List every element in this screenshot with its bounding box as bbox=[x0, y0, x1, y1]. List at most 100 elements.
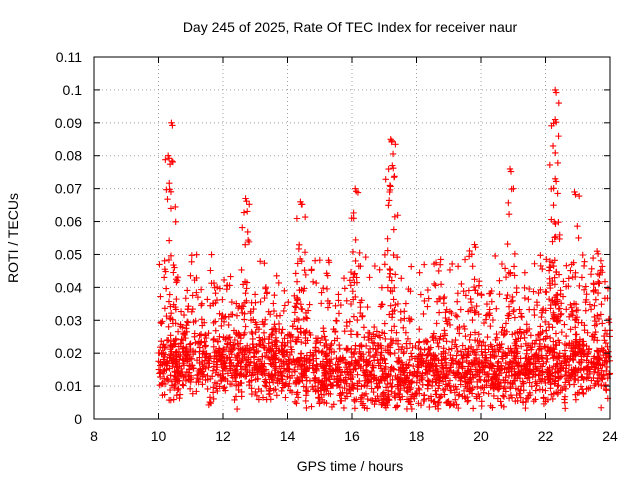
data-point bbox=[320, 285, 327, 292]
data-point bbox=[483, 300, 491, 308]
x-tick-label: 16 bbox=[344, 428, 360, 444]
data-point bbox=[375, 332, 383, 339]
data-point bbox=[186, 385, 194, 393]
data-point bbox=[194, 340, 202, 348]
x-tick-label: 20 bbox=[473, 428, 489, 444]
y-tick-label: 0.04 bbox=[55, 279, 82, 295]
data-point bbox=[394, 391, 402, 398]
data-point bbox=[239, 224, 246, 231]
data-point bbox=[502, 320, 510, 327]
data-point bbox=[234, 340, 241, 347]
data-point bbox=[243, 197, 250, 205]
data-point bbox=[556, 235, 563, 243]
data-point bbox=[382, 335, 389, 343]
data-point bbox=[201, 338, 208, 345]
data-point bbox=[371, 333, 379, 340]
data-point bbox=[191, 333, 198, 341]
data-point bbox=[435, 309, 443, 316]
data-point bbox=[464, 350, 471, 358]
data-point bbox=[436, 375, 443, 382]
data-point bbox=[480, 389, 487, 396]
data-point bbox=[247, 308, 254, 315]
data-point bbox=[426, 403, 433, 411]
data-point bbox=[551, 234, 558, 241]
data-point bbox=[489, 404, 496, 411]
data-point bbox=[294, 295, 301, 303]
y-tick-label: 0.09 bbox=[55, 115, 82, 131]
data-point bbox=[293, 336, 301, 343]
data-point bbox=[335, 297, 342, 304]
data-point bbox=[184, 287, 191, 294]
data-point bbox=[441, 327, 448, 334]
data-point bbox=[347, 361, 354, 368]
data-point bbox=[555, 382, 562, 389]
data-point bbox=[267, 360, 274, 367]
data-point bbox=[298, 350, 305, 357]
data-point bbox=[492, 252, 499, 260]
data-point bbox=[260, 342, 268, 350]
data-point bbox=[300, 383, 308, 390]
data-point bbox=[585, 374, 592, 381]
data-point bbox=[236, 331, 243, 338]
data-point bbox=[393, 329, 400, 336]
data-point bbox=[173, 295, 180, 303]
data-point bbox=[335, 310, 343, 317]
data-point bbox=[510, 308, 517, 315]
data-point bbox=[398, 343, 406, 351]
data-point bbox=[238, 266, 245, 274]
data-point bbox=[380, 355, 388, 362]
data-point bbox=[166, 160, 174, 168]
data-point bbox=[207, 267, 214, 274]
data-point bbox=[386, 273, 393, 281]
data-point bbox=[511, 314, 519, 321]
data-point bbox=[177, 321, 184, 328]
data-point bbox=[362, 362, 370, 369]
data-point bbox=[587, 306, 595, 313]
data-point bbox=[551, 298, 558, 306]
data-point bbox=[480, 319, 488, 327]
data-point bbox=[553, 268, 560, 276]
data-point bbox=[460, 323, 468, 330]
data-point bbox=[186, 341, 194, 348]
data-point bbox=[155, 349, 162, 357]
data-point bbox=[556, 305, 563, 312]
data-point bbox=[550, 338, 557, 345]
data-point bbox=[523, 395, 530, 402]
data-point bbox=[270, 300, 277, 307]
data-point bbox=[384, 247, 391, 254]
data-point bbox=[202, 351, 209, 358]
data-point bbox=[279, 326, 286, 333]
data-point bbox=[175, 385, 182, 392]
data-point bbox=[255, 385, 262, 393]
data-point bbox=[271, 321, 278, 328]
data-point bbox=[514, 397, 521, 404]
data-point bbox=[551, 380, 558, 387]
data-point bbox=[334, 335, 341, 342]
data-point bbox=[251, 291, 259, 298]
data-point bbox=[442, 381, 450, 388]
data-point bbox=[318, 300, 325, 307]
data-point bbox=[392, 271, 399, 278]
data-point bbox=[484, 311, 492, 318]
data-point bbox=[519, 399, 527, 406]
data-point bbox=[503, 352, 511, 359]
data-point bbox=[404, 388, 411, 396]
data-point bbox=[367, 376, 375, 383]
data-point bbox=[393, 403, 401, 410]
data-point bbox=[395, 357, 403, 365]
data-point bbox=[352, 365, 360, 372]
data-point bbox=[457, 375, 465, 382]
data-point bbox=[443, 399, 450, 406]
y-tick-label: 0 bbox=[74, 411, 82, 427]
data-point bbox=[571, 273, 579, 281]
data-point bbox=[434, 401, 442, 409]
data-point bbox=[327, 370, 334, 377]
data-point bbox=[435, 382, 443, 389]
data-point bbox=[226, 341, 234, 348]
data-point bbox=[415, 385, 422, 392]
data-point bbox=[551, 274, 558, 281]
data-point bbox=[205, 401, 213, 409]
data-point bbox=[544, 369, 552, 376]
data-point bbox=[378, 300, 386, 308]
data-point bbox=[496, 345, 503, 353]
